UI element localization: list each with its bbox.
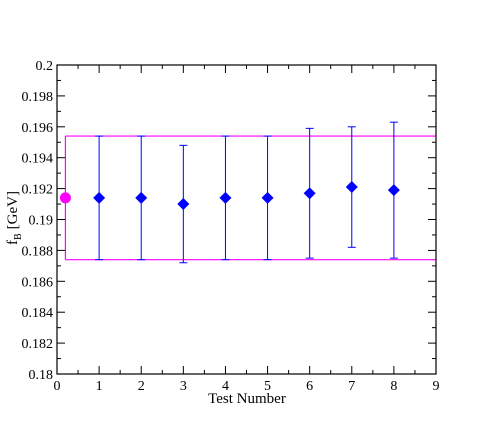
data-point-diamond (135, 191, 148, 204)
y-axis-title-unit: [GeV] (5, 191, 21, 229)
data-markers (59, 181, 400, 211)
x-tick-label: 4 (222, 379, 229, 394)
y-tick-label: 0.186 (22, 275, 54, 290)
error-bars (95, 121, 398, 264)
y-axis-title-sub: B (13, 233, 24, 240)
x-axis: 0 1 2 3 4 5 6 7 8 9 (54, 65, 440, 394)
y-tick-label: 0.182 (22, 337, 54, 352)
x-tick-label: 0 (54, 379, 61, 394)
y-tick-label: 0.19 (29, 214, 54, 229)
data-point-circle (59, 192, 71, 204)
plot-frame (56, 64, 437, 375)
reference-band (64, 135, 436, 261)
x-tick-label: 7 (348, 379, 355, 394)
y-axis: 0.18 0.182 0.184 0.186 0.188 0.19 0.192 0.194 0.… (22, 59, 436, 383)
data-point-diamond (177, 198, 190, 211)
x-tick-label: 8 (390, 379, 397, 394)
y-axis-title: fB [GeV] (5, 191, 24, 245)
y-tick-label: 0.198 (22, 90, 54, 105)
x-tick-label: 5 (264, 379, 271, 394)
y-axis-title-main: f (5, 240, 21, 245)
y-tick-label: 0.2 (36, 59, 54, 74)
y-tick-label: 0.196 (22, 121, 54, 136)
y-tick-label: 0.188 (22, 244, 54, 259)
y-tick-label: 0.194 (22, 152, 54, 167)
x-tick-label: 1 (96, 379, 103, 394)
x-tick-label: 9 (433, 379, 440, 394)
x-axis-title: Test Number (208, 391, 286, 407)
x-tick-label: 6 (306, 379, 313, 394)
x-tick-label: 2 (138, 379, 145, 394)
x-tick-label: 3 (180, 379, 187, 394)
data-point-diamond (387, 184, 400, 197)
data-point-diamond (219, 191, 232, 204)
y-tick-label: 0.184 (22, 306, 54, 321)
y-tick-label: 0.18 (29, 368, 54, 383)
y-tick-label: 0.192 (22, 183, 54, 198)
data-point-diamond (261, 191, 274, 204)
data-point-diamond (303, 187, 316, 200)
data-point-diamond (93, 191, 106, 204)
data-point-diamond (345, 181, 358, 194)
